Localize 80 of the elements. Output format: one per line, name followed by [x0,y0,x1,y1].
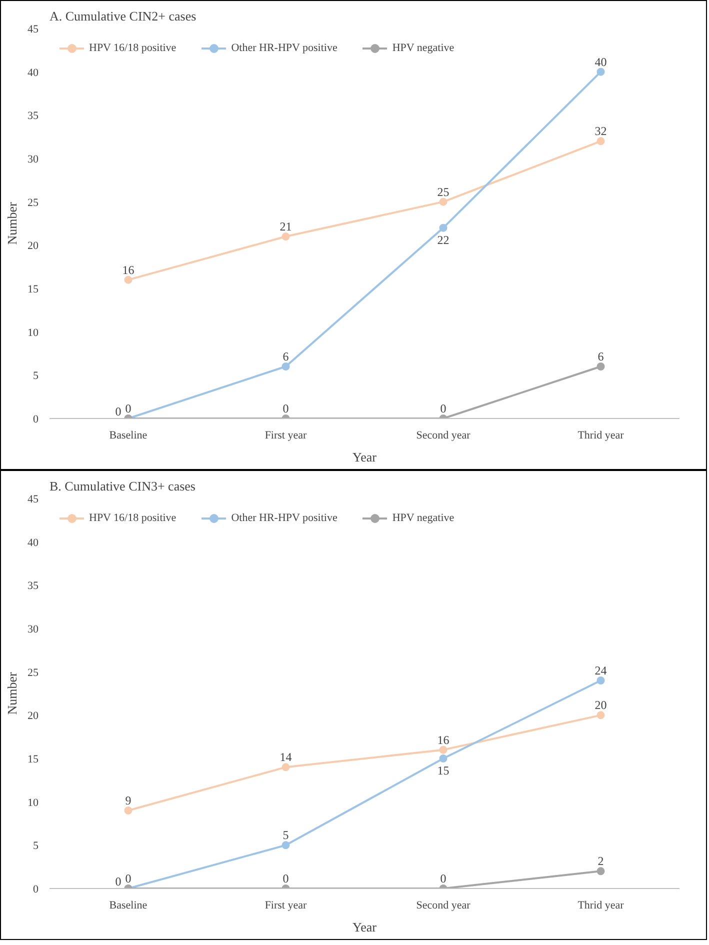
x-tick-label: Second year [416,900,471,912]
x-tick-label: Second year [416,430,471,442]
data-label: 15 [437,764,450,778]
y-tick-label: 40 [28,536,39,549]
y-axis-title: Number [4,672,20,715]
legend-label: Other HR-HPV positive [231,42,338,54]
data-label: 0 [125,402,132,416]
legend-label: HPV negative [392,512,454,524]
data-label: 25 [437,184,450,199]
data-label: 40 [594,54,607,69]
y-tick-label: 10 [28,326,39,339]
point [282,362,290,370]
y-tick-label: 15 [28,284,39,296]
point [596,711,605,720]
x-tick-label: First year [264,900,308,912]
y-tick-label: 35 [28,110,39,122]
legend-label: HPV negative [392,42,454,54]
y-tick-label: 25 [28,196,39,209]
point [282,763,290,772]
point [596,867,605,876]
point [596,676,605,684]
data-label: 14 [280,750,292,764]
point [282,841,290,850]
data-label: 6 [282,350,289,364]
chart-title: B. Cumulative CIN3+ cases [50,478,196,494]
data-label: 22 [437,232,450,247]
point [439,746,448,754]
data-label: 2 [598,854,604,868]
legend-label: Other HR-HPV positive [231,512,338,524]
y-tick-label: 35 [28,580,39,592]
point [596,137,605,146]
x-tick-label: Baseline [109,900,148,912]
y-tick-label: 40 [28,66,39,79]
y-tick-label: 10 [28,796,39,809]
data-label: 0 [440,872,446,886]
data-label: 0 [282,872,289,886]
legend-label: HPV 16/18 positive [89,42,176,54]
data-label: 5 [282,828,289,842]
y-tick-label: 5 [33,370,39,382]
point [596,68,605,76]
x-tick-label: Baseline [109,430,148,442]
y-tick-label: 20 [28,710,39,722]
data-label: 0 [115,874,122,888]
data-label: 20 [594,698,607,712]
point [439,198,448,206]
data-label: 16 [437,732,450,747]
y-tick-label: 0 [33,884,39,896]
x-tick-label: First year [264,430,308,442]
point [439,754,448,762]
x-axis-title: Year [352,920,378,934]
data-label: 6 [598,350,604,364]
y-tick-label: 5 [33,840,39,852]
data-label: 0 [282,402,289,416]
y-tick-label: 15 [28,754,39,766]
data-label: 21 [280,220,292,234]
data-label: 32 [594,124,607,138]
point [124,276,132,284]
data-label: 9 [125,794,132,808]
data-label: 0 [125,872,132,886]
point [596,362,605,370]
x-tick-label: Thrid year [578,900,624,912]
y-tick-label: 45 [28,494,39,506]
point [282,232,290,240]
y-tick-label: 45 [28,24,39,36]
y-tick-label: 25 [28,666,39,679]
point [124,806,132,814]
x-axis-title: Year [352,450,378,464]
y-tick-label: 30 [28,624,39,636]
y-tick-label: 0 [33,414,39,426]
data-label: 0 [440,402,446,416]
y-tick-label: 20 [28,240,39,252]
x-tick-label: Thrid year [578,430,624,442]
point [439,224,448,232]
y-axis-title: Number [4,202,20,245]
y-tick-label: 30 [28,154,39,166]
data-label: 24 [594,664,607,678]
legend-label: HPV 16/18 positive [89,512,176,524]
chart-title: A. Cumulative CIN2+ cases [50,8,196,24]
data-label: 0 [115,404,122,418]
data-label: 16 [122,262,134,277]
